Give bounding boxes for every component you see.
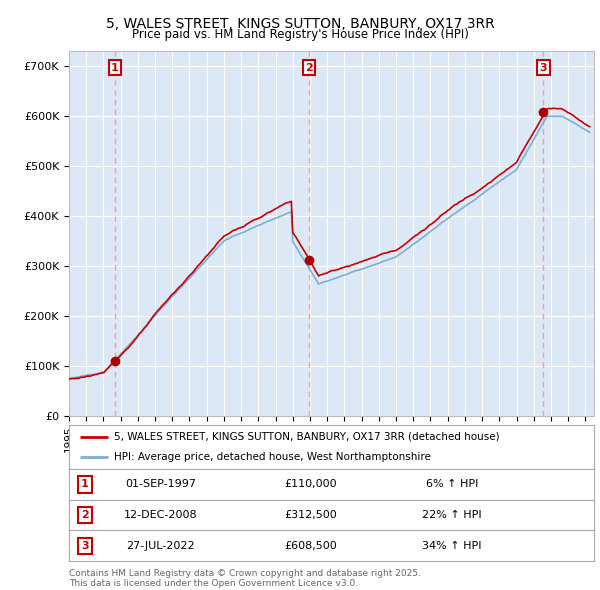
Text: 34% ↑ HPI: 34% ↑ HPI xyxy=(422,541,482,550)
Text: 6% ↑ HPI: 6% ↑ HPI xyxy=(426,480,478,489)
Text: 2: 2 xyxy=(305,63,313,73)
Text: 3: 3 xyxy=(81,541,89,550)
Text: 27-JUL-2022: 27-JUL-2022 xyxy=(127,541,195,550)
Text: £608,500: £608,500 xyxy=(284,541,337,550)
Text: 2: 2 xyxy=(81,510,89,520)
Text: Contains HM Land Registry data © Crown copyright and database right 2025.
This d: Contains HM Land Registry data © Crown c… xyxy=(69,569,421,588)
Text: 01-SEP-1997: 01-SEP-1997 xyxy=(125,480,196,489)
Text: 1: 1 xyxy=(81,480,89,489)
Text: £312,500: £312,500 xyxy=(284,510,337,520)
Text: HPI: Average price, detached house, West Northamptonshire: HPI: Average price, detached house, West… xyxy=(113,452,431,461)
Text: 5, WALES STREET, KINGS SUTTON, BANBURY, OX17 3RR: 5, WALES STREET, KINGS SUTTON, BANBURY, … xyxy=(106,17,494,31)
Text: 5, WALES STREET, KINGS SUTTON, BANBURY, OX17 3RR (detached house): 5, WALES STREET, KINGS SUTTON, BANBURY, … xyxy=(113,432,499,442)
Text: £110,000: £110,000 xyxy=(284,480,337,489)
Text: 1: 1 xyxy=(111,63,119,73)
Text: Price paid vs. HM Land Registry's House Price Index (HPI): Price paid vs. HM Land Registry's House … xyxy=(131,28,469,41)
Text: 3: 3 xyxy=(539,63,547,73)
Text: 22% ↑ HPI: 22% ↑ HPI xyxy=(422,510,482,520)
Text: 12-DEC-2008: 12-DEC-2008 xyxy=(124,510,197,520)
